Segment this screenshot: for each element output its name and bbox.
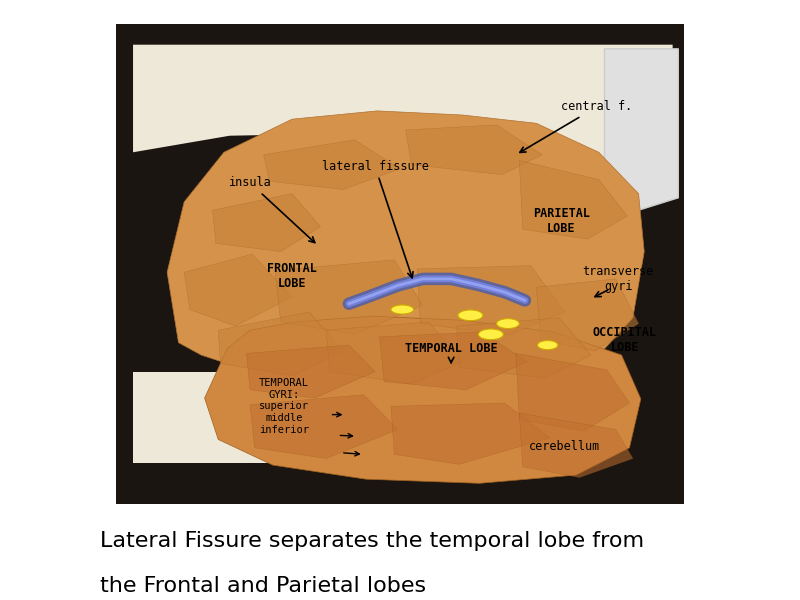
Polygon shape bbox=[516, 353, 630, 431]
Polygon shape bbox=[417, 266, 565, 335]
Ellipse shape bbox=[478, 329, 503, 340]
Ellipse shape bbox=[497, 319, 519, 329]
Polygon shape bbox=[275, 260, 422, 334]
Polygon shape bbox=[605, 49, 678, 210]
Text: FRONTAL
LOBE: FRONTAL LOBE bbox=[267, 262, 317, 290]
Polygon shape bbox=[379, 332, 527, 390]
Polygon shape bbox=[536, 279, 638, 351]
Polygon shape bbox=[250, 395, 398, 458]
Text: TEMPORAL LOBE: TEMPORAL LOBE bbox=[405, 342, 498, 363]
Polygon shape bbox=[519, 161, 627, 239]
Text: OCCIPITAL
LOBE: OCCIPITAL LOBE bbox=[593, 326, 657, 354]
Text: cerebellum: cerebellum bbox=[529, 440, 600, 452]
Polygon shape bbox=[519, 413, 633, 478]
Ellipse shape bbox=[538, 341, 558, 350]
Text: Lateral Fissure separates the temporal lobe from: Lateral Fissure separates the temporal l… bbox=[100, 531, 644, 551]
Ellipse shape bbox=[458, 310, 483, 320]
Polygon shape bbox=[406, 125, 542, 175]
Polygon shape bbox=[133, 44, 673, 177]
Text: PARIETAL
LOBE: PARIETAL LOBE bbox=[533, 207, 590, 235]
Text: TEMPORAL
GYRI:
superior
middle
inferior: TEMPORAL GYRI: superior middle inferior bbox=[259, 378, 309, 434]
Text: central f.: central f. bbox=[520, 100, 633, 152]
Polygon shape bbox=[213, 194, 321, 251]
Text: insula: insula bbox=[229, 176, 314, 242]
Ellipse shape bbox=[391, 305, 414, 314]
Polygon shape bbox=[264, 140, 400, 190]
Text: transverse
gyri: transverse gyri bbox=[582, 265, 654, 293]
Polygon shape bbox=[457, 318, 591, 378]
Polygon shape bbox=[218, 312, 343, 376]
Polygon shape bbox=[326, 322, 462, 384]
Polygon shape bbox=[391, 403, 550, 464]
Polygon shape bbox=[205, 316, 641, 484]
Text: the Frontal and Parietal lobes: the Frontal and Parietal lobes bbox=[100, 576, 426, 596]
Text: lateral fissure: lateral fissure bbox=[322, 160, 429, 278]
Polygon shape bbox=[184, 254, 292, 326]
Polygon shape bbox=[167, 111, 644, 380]
Polygon shape bbox=[133, 371, 559, 463]
Polygon shape bbox=[246, 345, 375, 398]
